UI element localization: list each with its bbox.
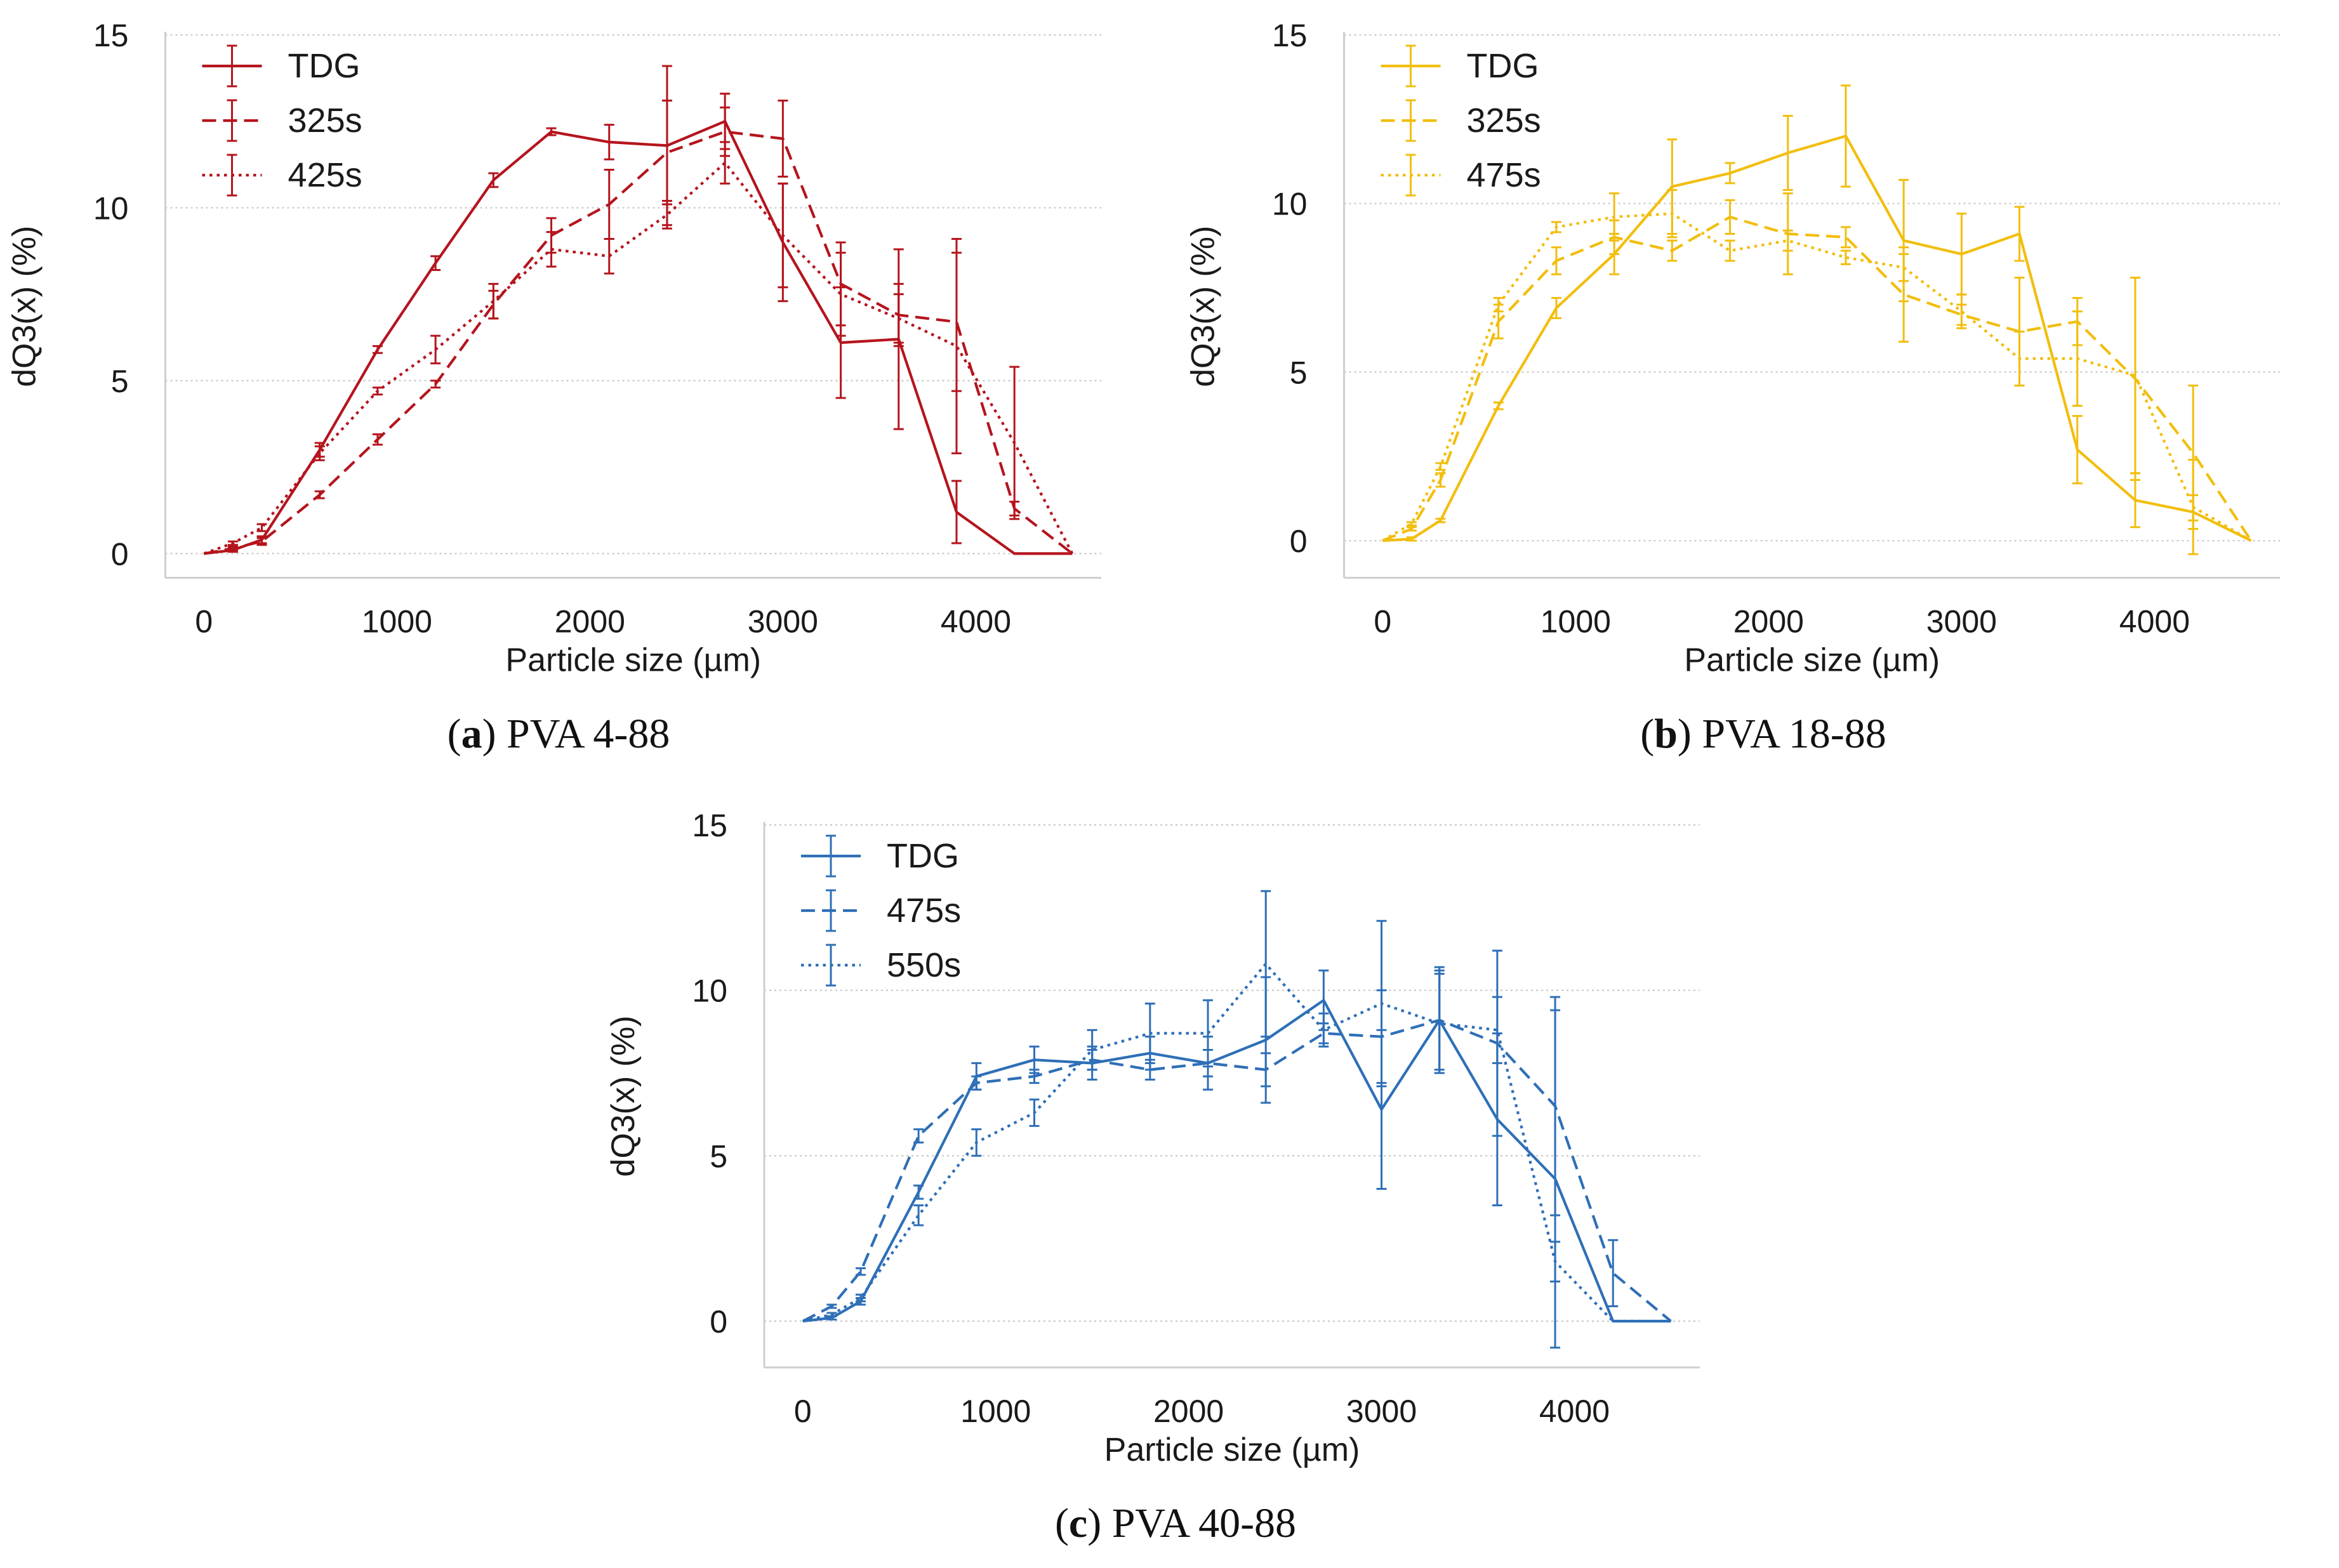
chart-panel-b: 0 5 10 15 0 1000 2000 3000 4000 Particle size (µm… (1185, 18, 2280, 679)
legend-entry-475s: 475s (1381, 154, 1541, 197)
y-tick-label: 10 (692, 973, 727, 1009)
x-axis-title: Particle size (µm) (1104, 1432, 1360, 1468)
x-tick-label: 1000 (1541, 604, 1611, 640)
caption-letter: a (461, 711, 482, 757)
series-line-475s (1382, 212, 2252, 542)
chart-panel-a: 0 5 10 15 0 1000 2000 3000 4000 Particle size (µm… (6, 18, 1101, 679)
legend-label: TDG (1467, 47, 1539, 85)
x-tick-label: 3000 (748, 604, 818, 640)
legend-entry-TDG: TDG (202, 44, 361, 88)
series-TDG (802, 969, 1671, 1349)
legend-label: 475s (887, 892, 961, 930)
caption-title: ) PVA 18-88 (1678, 711, 1886, 757)
chart-panel-c: 0 5 10 15 0 1000 2000 3000 4000 Particle size (µm… (605, 808, 1700, 1468)
caption-title: ) PVA 4-88 (482, 711, 670, 757)
legend-label: 550s (887, 946, 961, 984)
y-tick-label: 5 (111, 364, 129, 399)
legend-label: 425s (288, 156, 362, 194)
x-tick-label: 2000 (1153, 1393, 1224, 1429)
x-tick-label: 3000 (1926, 604, 1997, 640)
panel-caption-b: (b) PVA 18-88 (1640, 711, 1886, 757)
x-axis-title: Particle size (µm) (1684, 642, 1940, 679)
y-tick-label: 5 (1290, 355, 1308, 390)
legend-label: 325s (1467, 102, 1541, 140)
x-tick-label: 4000 (941, 604, 1011, 640)
x-tick-label: 0 (794, 1393, 812, 1429)
x-tick-label: 0 (195, 604, 213, 640)
x-tick-label: 4000 (1539, 1393, 1610, 1429)
legend-label: TDG (887, 837, 959, 875)
x-tick-label: 1000 (362, 604, 432, 640)
caption-letter: c (1069, 1500, 1087, 1546)
y-tick-label: 10 (1272, 187, 1308, 222)
y-tick-label: 0 (710, 1304, 727, 1340)
series-line-TDG (802, 999, 1671, 1323)
caption-letter: b (1654, 711, 1678, 757)
x-tick-label: 1000 (960, 1393, 1031, 1429)
y-tick-label: 15 (692, 808, 727, 843)
y-axis-title: dQ3(x) (%) (1185, 226, 1222, 387)
legend-entry-425s: 425s (202, 154, 362, 197)
legend-label: TDG (288, 47, 361, 85)
x-tick-label: 2000 (555, 604, 625, 640)
x-axis-title: Particle size (µm) (505, 642, 761, 679)
legend-label: 325s (288, 102, 362, 140)
series-line-475s (802, 1018, 1672, 1322)
y-tick-label: 10 (93, 190, 129, 226)
y-tick-label: 15 (93, 18, 129, 53)
legend-entry-TDG: TDG (801, 834, 959, 878)
caption-title: ) PVA 40-88 (1087, 1500, 1296, 1546)
series-475s (1382, 188, 2252, 555)
y-tick-label: 0 (111, 536, 129, 572)
series-line-425s (203, 161, 1074, 555)
series-line-325s (203, 130, 1073, 555)
y-axis-title: dQ3(x) (%) (6, 226, 43, 387)
panel-caption-c: (c) PVA 40-88 (1055, 1500, 1296, 1546)
y-tick-label: 15 (1272, 18, 1308, 53)
series-550s (802, 890, 1671, 1323)
x-tick-label: 3000 (1346, 1393, 1417, 1429)
legend-label: 475s (1467, 156, 1541, 194)
y-tick-label: 5 (710, 1138, 727, 1174)
y-tick-label: 0 (1290, 524, 1308, 559)
legend-entry-TDG: TDG (1381, 44, 1539, 88)
panel-caption-a: (a) PVA 4-88 (447, 711, 670, 757)
series-425s (203, 141, 1074, 555)
series-475s (802, 949, 1672, 1322)
legend-entry-325s: 325s (1381, 99, 1541, 142)
series-TDG (1382, 84, 2252, 543)
series-line-TDG (1382, 135, 2252, 543)
y-axis-title: dQ3(x) (%) (605, 1015, 642, 1176)
legend-entry-475s: 475s (801, 889, 961, 932)
series-line-550s (802, 962, 1671, 1323)
x-tick-label: 2000 (1733, 604, 1804, 640)
x-tick-label: 0 (1374, 604, 1391, 640)
legend-entry-550s: 550s (801, 944, 961, 987)
legend-entry-325s: 325s (202, 99, 362, 142)
x-tick-label: 4000 (2119, 604, 2190, 640)
